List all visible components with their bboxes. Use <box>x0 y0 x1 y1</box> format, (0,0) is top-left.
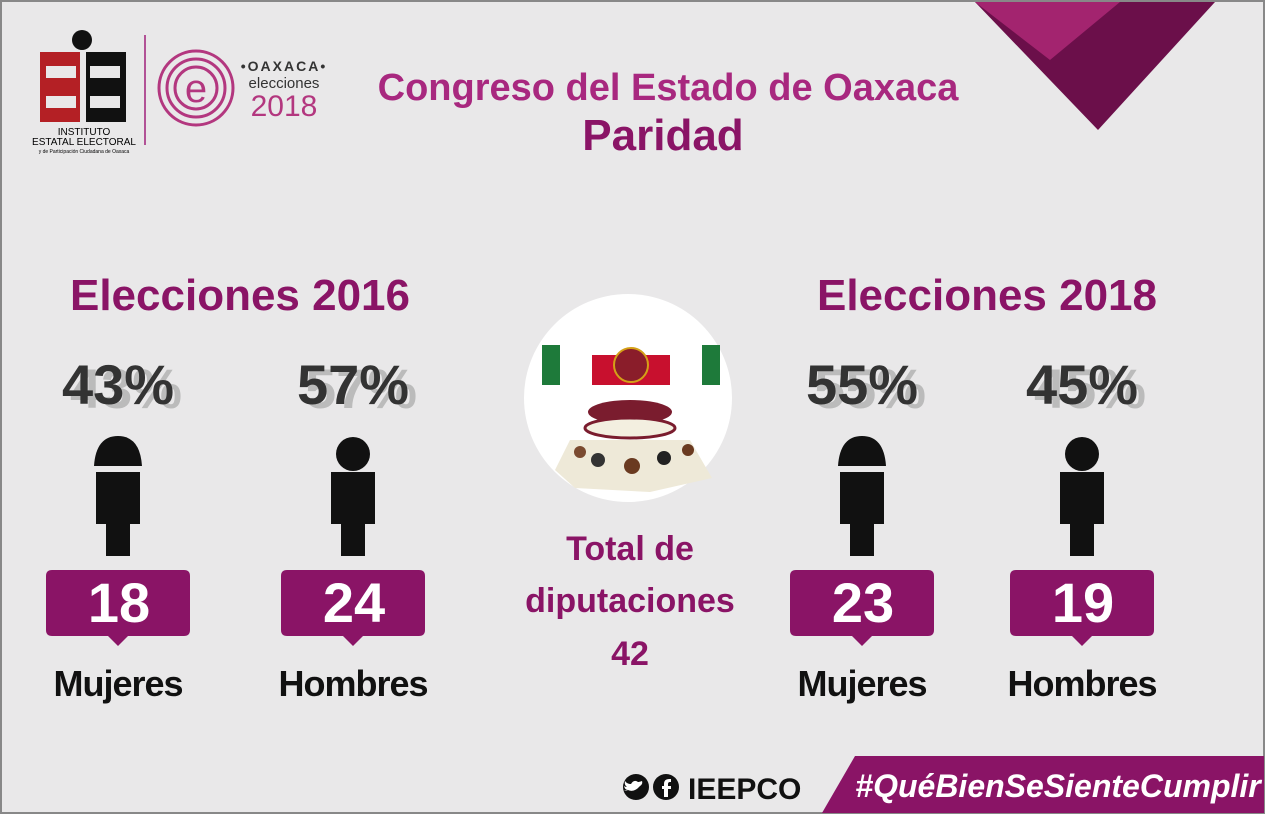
person-body <box>840 472 884 556</box>
election-badge: e •OAXACA• elecciones 2018 <box>157 49 327 127</box>
badge-place: •OAXACA• <box>241 58 327 74</box>
total-number: 42 <box>611 635 649 673</box>
hashtag: #QuéBienSeSienteCumplir <box>855 768 1262 804</box>
title: Congreso del Estado de Oaxaca <box>378 67 960 109</box>
percent-shadow: 43% <box>70 357 182 420</box>
percent-shadow: 45% <box>1034 357 1146 420</box>
svg-text:e: e <box>185 67 207 111</box>
corner-triangle-light <box>975 2 1120 60</box>
percent-shadow: 57% <box>305 357 417 420</box>
count: 23 <box>832 571 894 634</box>
total-label: Total de <box>566 530 694 568</box>
group-label: Hombres <box>278 663 427 704</box>
section-heading: Elecciones 2016 <box>70 271 410 320</box>
subtitle: Paridad <box>582 111 743 160</box>
count-box <box>1010 570 1154 646</box>
count-box <box>790 570 934 646</box>
percent-shadow: 55% <box>814 357 926 420</box>
section-heading: Elecciones 2018 <box>817 271 1157 320</box>
count: 19 <box>1052 571 1114 634</box>
person-body <box>96 472 140 556</box>
group-label: Mujeres <box>797 663 926 704</box>
count: 24 <box>323 571 385 634</box>
group-label: Mujeres <box>53 663 182 704</box>
percent: 57% <box>297 353 409 416</box>
logo-text: INSTITUTO <box>58 127 111 138</box>
count-box <box>281 570 425 646</box>
percent: 45% <box>1026 353 1138 416</box>
logo-text: ESTATAL ELECTORAL <box>32 137 136 148</box>
person-body <box>331 472 375 556</box>
social-icons <box>623 774 679 800</box>
badge-year: 2018 <box>251 90 318 123</box>
logo: INSTITUTO ESTATAL ELECTORAL y de Partici… <box>32 30 146 155</box>
woman-icon <box>838 436 886 466</box>
congress-illustration <box>524 294 732 502</box>
total-label: diputaciones <box>525 582 735 620</box>
logo-text: y de Participación Ciudadana de Oaxaca <box>39 149 130 155</box>
woman-icon <box>94 436 142 466</box>
man-head <box>336 437 370 471</box>
count-box <box>46 570 190 646</box>
percent: 55% <box>806 353 918 416</box>
hashtag-banner <box>822 756 1264 813</box>
count: 18 <box>88 571 150 634</box>
badge-word: elecciones <box>249 75 320 92</box>
percent: 43% <box>62 353 174 416</box>
group-label: Hombres <box>1007 663 1156 704</box>
handle: IEEPCO <box>688 773 801 806</box>
person-body <box>1060 472 1104 556</box>
man-head <box>1065 437 1099 471</box>
